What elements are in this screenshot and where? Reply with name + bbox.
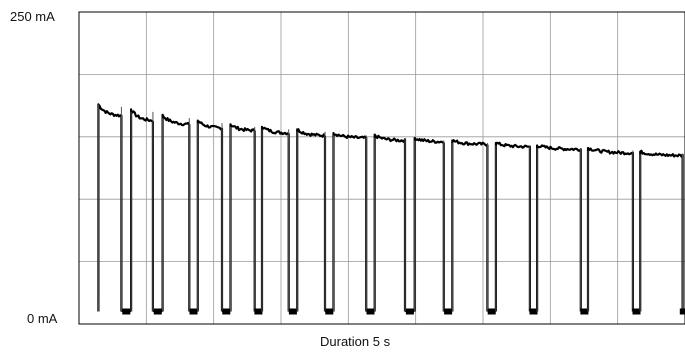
pulse-trace — [229, 123, 256, 312]
pulse-trace — [161, 113, 191, 312]
pulse-trace — [413, 136, 445, 312]
pulse-trace — [260, 125, 290, 312]
x-axis-label: Duration 5 s — [320, 334, 391, 349]
pulse-trace — [296, 128, 327, 312]
pulse-trace — [586, 146, 634, 312]
pulse-trace — [536, 144, 582, 312]
pulse-trace — [130, 108, 154, 312]
waveform-series — [97, 103, 685, 315]
pulse-trace — [373, 133, 407, 312]
pulse-trace — [332, 132, 368, 312]
y-max-label: 250 mA — [10, 9, 55, 24]
rest-current-marker — [679, 308, 685, 315]
pulse-trace — [639, 149, 684, 312]
y-min-label: 0 mA — [27, 311, 58, 326]
plot-frame — [78, 11, 685, 325]
pulse-trace — [196, 119, 224, 312]
pulse-trace — [451, 139, 489, 312]
pulse-trace — [494, 141, 531, 312]
pulse-trace — [97, 103, 123, 312]
